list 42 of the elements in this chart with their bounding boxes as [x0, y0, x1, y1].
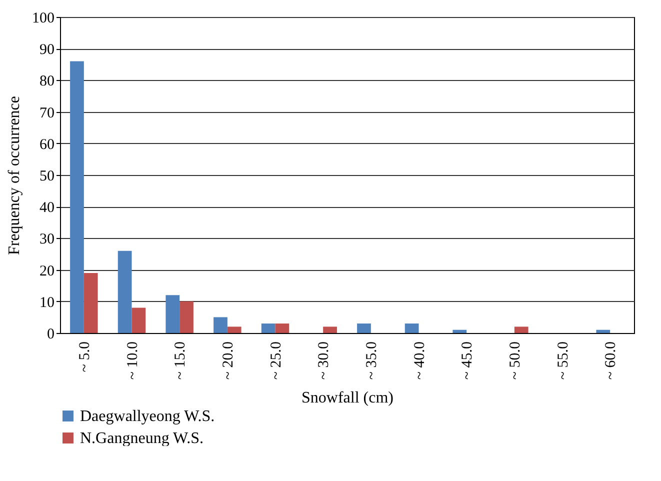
x-tick-label: ~ 35.0 — [364, 342, 380, 380]
y-axis-title: Frequency of occurrence — [6, 96, 23, 256]
x-tick-label: ~ 25.0 — [268, 342, 284, 380]
x-tick-label: ~ 15.0 — [172, 342, 189, 380]
bar — [227, 326, 242, 333]
bar — [514, 326, 528, 333]
bar — [275, 324, 290, 333]
y-tick-label: 90 — [40, 42, 54, 58]
y-tick-label: 30 — [40, 232, 54, 248]
x-tick-label: ~ 10.0 — [124, 342, 141, 380]
bar — [84, 272, 98, 333]
y-tick-label: 10 — [40, 294, 54, 311]
x-tick-label: ~ 45.0 — [460, 342, 476, 380]
bar — [404, 324, 419, 333]
bar — [180, 301, 194, 333]
x-tick-label: ~ 50.0 — [507, 342, 524, 380]
bar — [214, 317, 228, 333]
x-tick-label: ~ 40.0 — [412, 342, 428, 380]
bar — [166, 295, 180, 333]
x-tick-label: ~ 5.0 — [76, 342, 93, 372]
bar — [70, 61, 84, 333]
x-tick-label: ~ 55.0 — [555, 342, 572, 380]
x-tick-label: ~ 30.0 — [316, 342, 332, 380]
y-tick-label: 60 — [40, 136, 54, 153]
bar — [452, 330, 467, 333]
y-tick-label: 100 — [32, 10, 54, 26]
bar — [261, 324, 276, 333]
y-tick-label: 20 — [40, 263, 54, 280]
bar — [132, 308, 146, 333]
y-tick-label: 50 — [40, 168, 54, 184]
x-tick-label: ~ 20.0 — [220, 342, 236, 380]
y-tick-label: 80 — [40, 74, 54, 90]
legend-label: Daegwallyeong W.S. — [80, 408, 215, 425]
bar — [323, 326, 337, 333]
y-tick-label: 40 — [40, 200, 54, 216]
y-tick-label: 0 — [47, 326, 54, 342]
bar — [596, 330, 610, 333]
bar — [357, 324, 371, 333]
bar — [118, 250, 132, 333]
x-tick-label: ~ 60.0 — [603, 342, 620, 380]
x-axis-title: Snowfall (cm) — [302, 390, 394, 407]
y-tick-label: 70 — [40, 105, 54, 122]
